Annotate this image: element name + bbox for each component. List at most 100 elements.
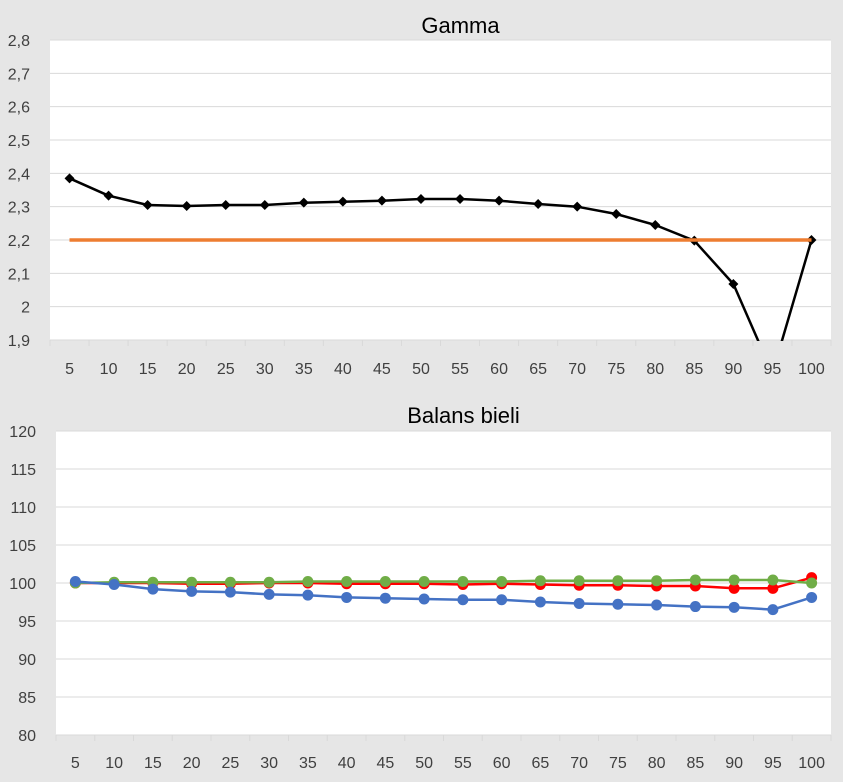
x-tick-label: 90	[725, 755, 743, 772]
x-tick-label: 40	[338, 755, 356, 772]
x-tick-label: 75	[609, 755, 627, 772]
chart-1: 1,9 2 2,1 2,2 2,3 2,4 2,5 2,6 2,7 2,8 5 10 15 20 25 30 3…	[8, 13, 832, 378]
data-point	[457, 594, 469, 606]
data-point	[496, 575, 508, 587]
data-point	[494, 195, 505, 206]
x-tick-label: 35	[299, 755, 317, 772]
chart-2: 80 85 90 95 100 105 110 115 120 5 10 15 20 25 30 35 40 45…	[9, 403, 832, 772]
data-point	[302, 575, 314, 587]
data-point	[302, 589, 314, 601]
y-tick-label: 105	[9, 538, 36, 555]
y-tick-label: 85	[18, 690, 36, 707]
y-tick-label: 100	[9, 576, 36, 593]
x-tick-label: 60	[490, 361, 508, 378]
x-tick-label: 85	[685, 361, 703, 378]
y-tick-label: 1,9	[8, 333, 30, 350]
data-point	[263, 588, 275, 600]
data-point	[573, 575, 585, 587]
series-line-2	[75, 578, 812, 585]
data-point	[263, 576, 275, 588]
y-tick-label: 115	[10, 462, 36, 479]
data-point	[186, 576, 198, 588]
data-point	[298, 197, 309, 208]
y-tick-label: 2,1	[8, 266, 30, 283]
series-group	[64, 173, 817, 341]
x-tick-label: 20	[183, 755, 201, 772]
data-point	[651, 599, 663, 611]
data-point	[572, 201, 583, 212]
data-point	[341, 575, 353, 587]
data-point	[689, 574, 701, 586]
x-tick-label: 95	[764, 755, 782, 772]
y-tick-label: 2,8	[8, 33, 30, 50]
data-point	[728, 279, 739, 289]
x-tick-label: 5	[71, 755, 80, 772]
x-tick-label: 85	[686, 755, 704, 772]
x-tick-label: 65	[531, 755, 549, 772]
data-point	[806, 577, 818, 589]
y-tick-label: 90	[18, 652, 36, 669]
x-tick-label: 40	[334, 361, 352, 378]
data-point	[728, 601, 740, 613]
y-tick-label: 80	[18, 728, 36, 745]
data-point	[69, 575, 81, 587]
data-point	[767, 582, 779, 594]
data-point	[457, 575, 469, 587]
data-point	[496, 594, 508, 606]
y-tick-label: 2,4	[8, 166, 30, 183]
data-point	[612, 598, 624, 610]
data-point	[533, 199, 544, 209]
x-tick-label: 100	[798, 361, 825, 378]
data-point	[611, 209, 622, 219]
data-point	[64, 173, 75, 184]
x-tick-label: 15	[144, 755, 162, 772]
data-point	[689, 601, 701, 613]
chart-title: Gamma	[421, 13, 500, 38]
y-tick-label: 2	[21, 300, 30, 317]
x-tick-label: 30	[260, 755, 278, 772]
x-tick-label: 15	[139, 361, 157, 378]
series-line-1	[75, 576, 812, 590]
y-tick-label: 2,3	[8, 200, 30, 217]
x-tick-label: 45	[376, 755, 394, 772]
data-point	[186, 585, 198, 597]
plot-area	[50, 40, 831, 340]
x-tick-label: 65	[529, 361, 547, 378]
data-point	[379, 592, 391, 604]
data-point	[418, 593, 430, 605]
data-point	[181, 201, 192, 211]
data-point	[728, 582, 740, 594]
x-tick-label: 25	[221, 755, 239, 772]
data-point	[147, 583, 159, 595]
x-tick-label: 70	[570, 755, 588, 772]
data-point	[651, 575, 663, 587]
data-point	[108, 579, 120, 591]
x-tick-label: 50	[415, 755, 433, 772]
data-point	[224, 586, 236, 598]
y-tick-label: 2,2	[8, 233, 30, 250]
data-point	[220, 200, 231, 210]
series-group	[69, 572, 818, 616]
data-point	[728, 574, 740, 586]
data-point	[103, 190, 114, 201]
x-tick-label: 75	[607, 361, 625, 378]
x-tick-label: 20	[178, 361, 196, 378]
data-point	[379, 575, 391, 587]
data-point	[455, 194, 466, 204]
data-point	[224, 576, 236, 588]
x-tick-label: 55	[454, 755, 472, 772]
y-tick-label: 110	[10, 500, 36, 517]
x-tick-label: 55	[451, 361, 469, 378]
data-point	[534, 575, 546, 587]
data-point	[767, 574, 779, 586]
x-tick-label: 10	[105, 755, 123, 772]
data-point	[806, 591, 818, 603]
data-point	[142, 200, 153, 210]
data-point	[341, 591, 353, 603]
x-tick-label: 45	[373, 361, 391, 378]
x-tick-label: 95	[764, 361, 782, 378]
x-tick-label: 90	[724, 361, 742, 378]
chart-title: Balans bieli	[407, 403, 520, 428]
